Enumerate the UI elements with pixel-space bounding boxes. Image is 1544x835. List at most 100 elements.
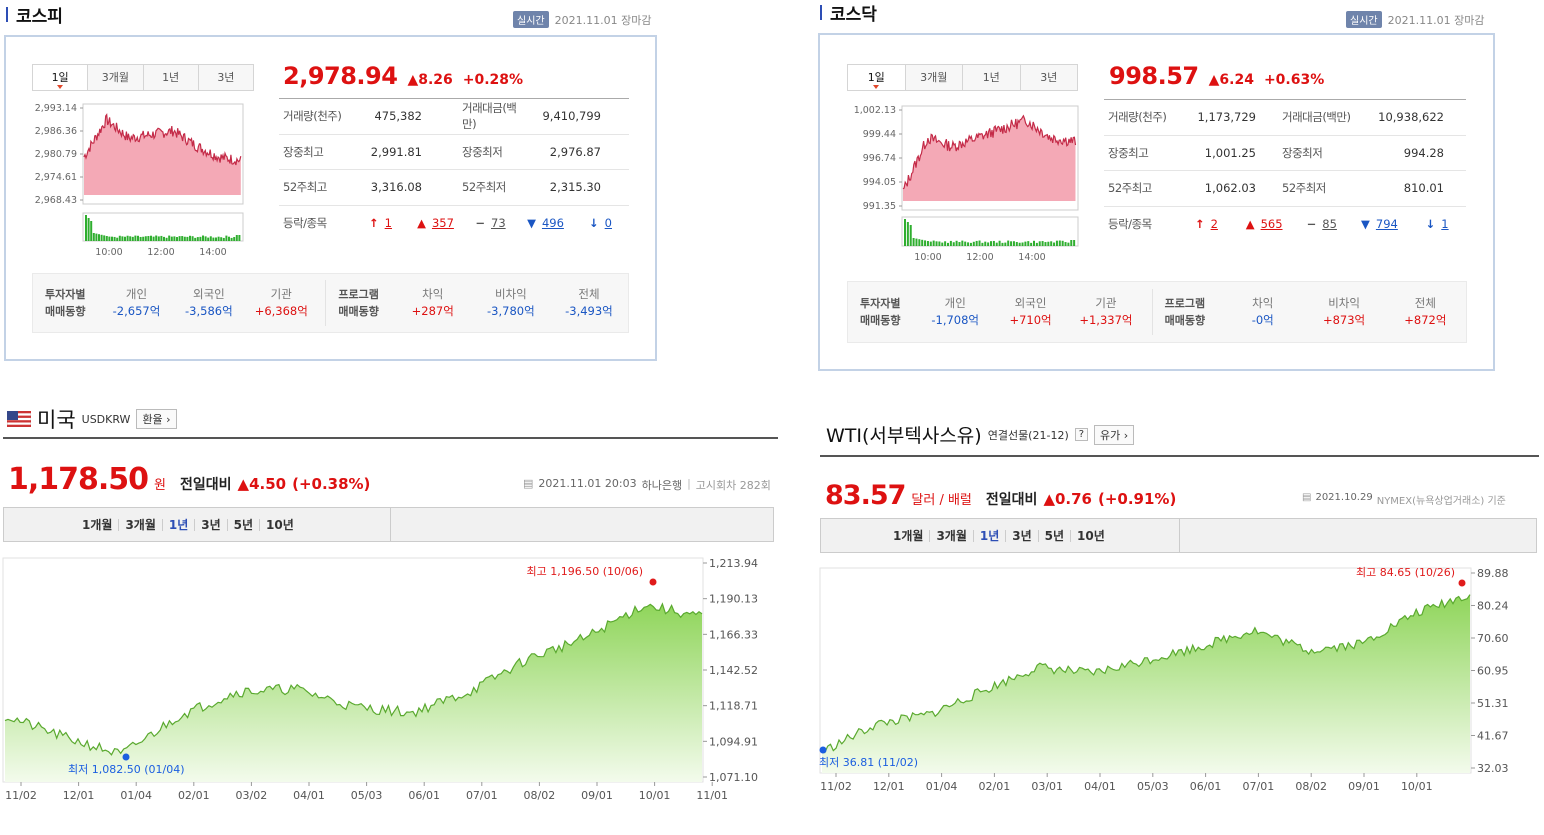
volume-bar bbox=[1027, 241, 1030, 246]
stats-cell: 장중최고 bbox=[283, 144, 324, 159]
breadth-item[interactable]: ↑ 2 bbox=[1178, 217, 1236, 231]
volume-bar bbox=[1070, 240, 1073, 246]
stats-row: 장중최고 1,001.25 장중최저 994.28 bbox=[1104, 136, 1466, 171]
period-tab[interactable]: 3년 bbox=[1005, 529, 1037, 542]
breadth-item[interactable]: ↓ 1 bbox=[1408, 217, 1466, 231]
period-tab[interactable]: 1년 bbox=[972, 529, 1005, 542]
investor-item: 외국인 -3,586억 bbox=[173, 286, 245, 320]
breadth-value[interactable]: 794 bbox=[1375, 217, 1398, 232]
datetime: 2021.11.01 장마감 bbox=[554, 13, 652, 27]
range-tab[interactable]: 3년 bbox=[198, 65, 253, 90]
volume-bar bbox=[1041, 241, 1044, 246]
period-tab[interactable]: 1개월 bbox=[82, 517, 113, 532]
exchange-rate-button[interactable]: 환율 › bbox=[136, 409, 177, 429]
breadth-value[interactable]: 496 bbox=[541, 216, 564, 231]
breadth-item[interactable]: −73 bbox=[463, 216, 518, 230]
volume-bar bbox=[147, 236, 150, 241]
investor-name: 개인 bbox=[944, 296, 966, 310]
breadth-item[interactable]: ▲ 565 bbox=[1235, 217, 1293, 231]
investor-item: 차익 -0억 bbox=[1222, 295, 1303, 329]
volume-bar bbox=[173, 236, 176, 241]
breadth-value[interactable]: 0 bbox=[604, 216, 612, 231]
volume-bar bbox=[92, 233, 95, 241]
y-tick-label: 89.88 bbox=[1477, 567, 1509, 580]
period-tab[interactable]: 1년 bbox=[161, 518, 194, 531]
y-tick-label: 2,986.36 bbox=[35, 126, 77, 137]
x-tick-label: 14:00 bbox=[199, 247, 226, 258]
volume-bar bbox=[163, 236, 165, 241]
kosdaq-title[interactable]: 코스닥 bbox=[820, 1, 877, 25]
realtime-badge: 실시간 bbox=[513, 11, 549, 28]
y-tick-label: 51.31 bbox=[1477, 697, 1509, 710]
period-tab[interactable]: 10년 bbox=[259, 518, 300, 531]
usd-change: ▲4.50 bbox=[237, 475, 287, 493]
investor-group-label: 프로그램 매매동향 bbox=[326, 286, 393, 320]
investor-item: 비차익 -3,780억 bbox=[472, 286, 550, 320]
investor-item: 전체 -3,493억 bbox=[550, 286, 628, 320]
breadth-item[interactable]: ▼ 496 bbox=[518, 216, 573, 230]
breadth-item[interactable]: ↓ 0 bbox=[573, 216, 628, 230]
us-flag-icon bbox=[7, 411, 31, 427]
volume-bar bbox=[144, 236, 147, 241]
breadth-value[interactable]: 1 bbox=[1441, 217, 1449, 232]
x-tick-label: 10:00 bbox=[95, 247, 122, 258]
period-tab[interactable]: 5년 bbox=[226, 518, 259, 531]
breadth-item[interactable]: −85 bbox=[1293, 217, 1351, 231]
range-tab[interactable]: 3개월 bbox=[905, 65, 963, 90]
period-tab[interactable]: 5년 bbox=[1037, 529, 1070, 542]
range-tab[interactable]: 1일 bbox=[33, 65, 89, 90]
breadth-fall-icon: ▼ bbox=[527, 216, 536, 231]
investor-value: +872억 bbox=[1404, 313, 1447, 327]
breadth-value[interactable]: 2 bbox=[1210, 217, 1218, 232]
price-area bbox=[5, 603, 702, 782]
breadth-item[interactable]: ▲ 357 bbox=[408, 216, 463, 230]
volume-bar bbox=[975, 240, 978, 246]
volume-bar bbox=[137, 235, 139, 241]
volume-bar bbox=[1038, 241, 1041, 246]
volume-bar bbox=[87, 218, 90, 241]
stats-cell: 2,315.30 bbox=[549, 180, 601, 195]
range-tab[interactable]: 1년 bbox=[963, 65, 1021, 90]
help-icon[interactable]: ? bbox=[1074, 428, 1089, 441]
kospi-change-pct: +0.28% bbox=[462, 72, 524, 88]
volume-bar bbox=[1044, 242, 1047, 246]
breadth-value[interactable]: 565 bbox=[1260, 217, 1283, 232]
period-tab[interactable]: 3개월 bbox=[929, 529, 972, 542]
breadth-value[interactable]: 73 bbox=[491, 216, 506, 231]
volume-bar bbox=[909, 225, 912, 246]
oil-price-button[interactable]: 유가 › bbox=[1094, 424, 1135, 445]
period-tab[interactable]: 10년 bbox=[1070, 529, 1111, 542]
investor-value: +1,337억 bbox=[1079, 313, 1133, 327]
period-tab[interactable]: 3개월 bbox=[118, 518, 161, 531]
calendar-icon: ▤ bbox=[1302, 492, 1312, 503]
kospi-title[interactable]: 코스피 bbox=[6, 3, 63, 27]
volume-bar bbox=[1021, 242, 1024, 246]
stats-cell: 1,062.03 bbox=[1204, 181, 1256, 196]
kosdaq-change: ▲6.24 bbox=[1208, 72, 1254, 88]
breadth-item[interactable]: ↑ 1 bbox=[353, 216, 408, 230]
breadth-fall-icon: ▼ bbox=[1361, 217, 1370, 232]
breadth-item[interactable]: ▼ 794 bbox=[1351, 217, 1409, 231]
low-marker bbox=[122, 753, 130, 761]
range-tab[interactable]: 3년 bbox=[1020, 65, 1077, 90]
breadth-value[interactable]: 85 bbox=[1322, 217, 1337, 232]
breadth-value[interactable]: 357 bbox=[431, 216, 454, 231]
volume-bar bbox=[972, 241, 975, 246]
wti-period-tabs: 1개월 3개월 1년 3년 5년 10년 bbox=[820, 518, 1537, 553]
breadth-value[interactable]: 1 bbox=[384, 216, 392, 231]
range-tab[interactable]: 1년 bbox=[143, 65, 199, 90]
price-line bbox=[902, 114, 1077, 190]
usd-rate-chart: 1,213.94 1,190.13 1,166.33 1,142.52 1,118.71… bbox=[2, 557, 758, 802]
volume-bar bbox=[1010, 241, 1013, 246]
volume-bar bbox=[95, 233, 98, 241]
range-tab[interactable]: 1일 bbox=[848, 65, 906, 90]
investor-name: 외국인 bbox=[1014, 296, 1047, 310]
volume-bar bbox=[209, 236, 212, 241]
range-tab[interactable]: 3개월 bbox=[88, 65, 144, 90]
price-area bbox=[903, 115, 1076, 201]
wti-header: WTI(서부텍사스유) 연결선물(21-12) ? 유가 › bbox=[826, 421, 1135, 448]
volume-bar bbox=[981, 242, 984, 246]
investor-name: 차익 bbox=[1252, 296, 1274, 310]
period-tab[interactable]: 1개월 bbox=[893, 528, 924, 543]
period-tab[interactable]: 3년 bbox=[194, 518, 226, 531]
